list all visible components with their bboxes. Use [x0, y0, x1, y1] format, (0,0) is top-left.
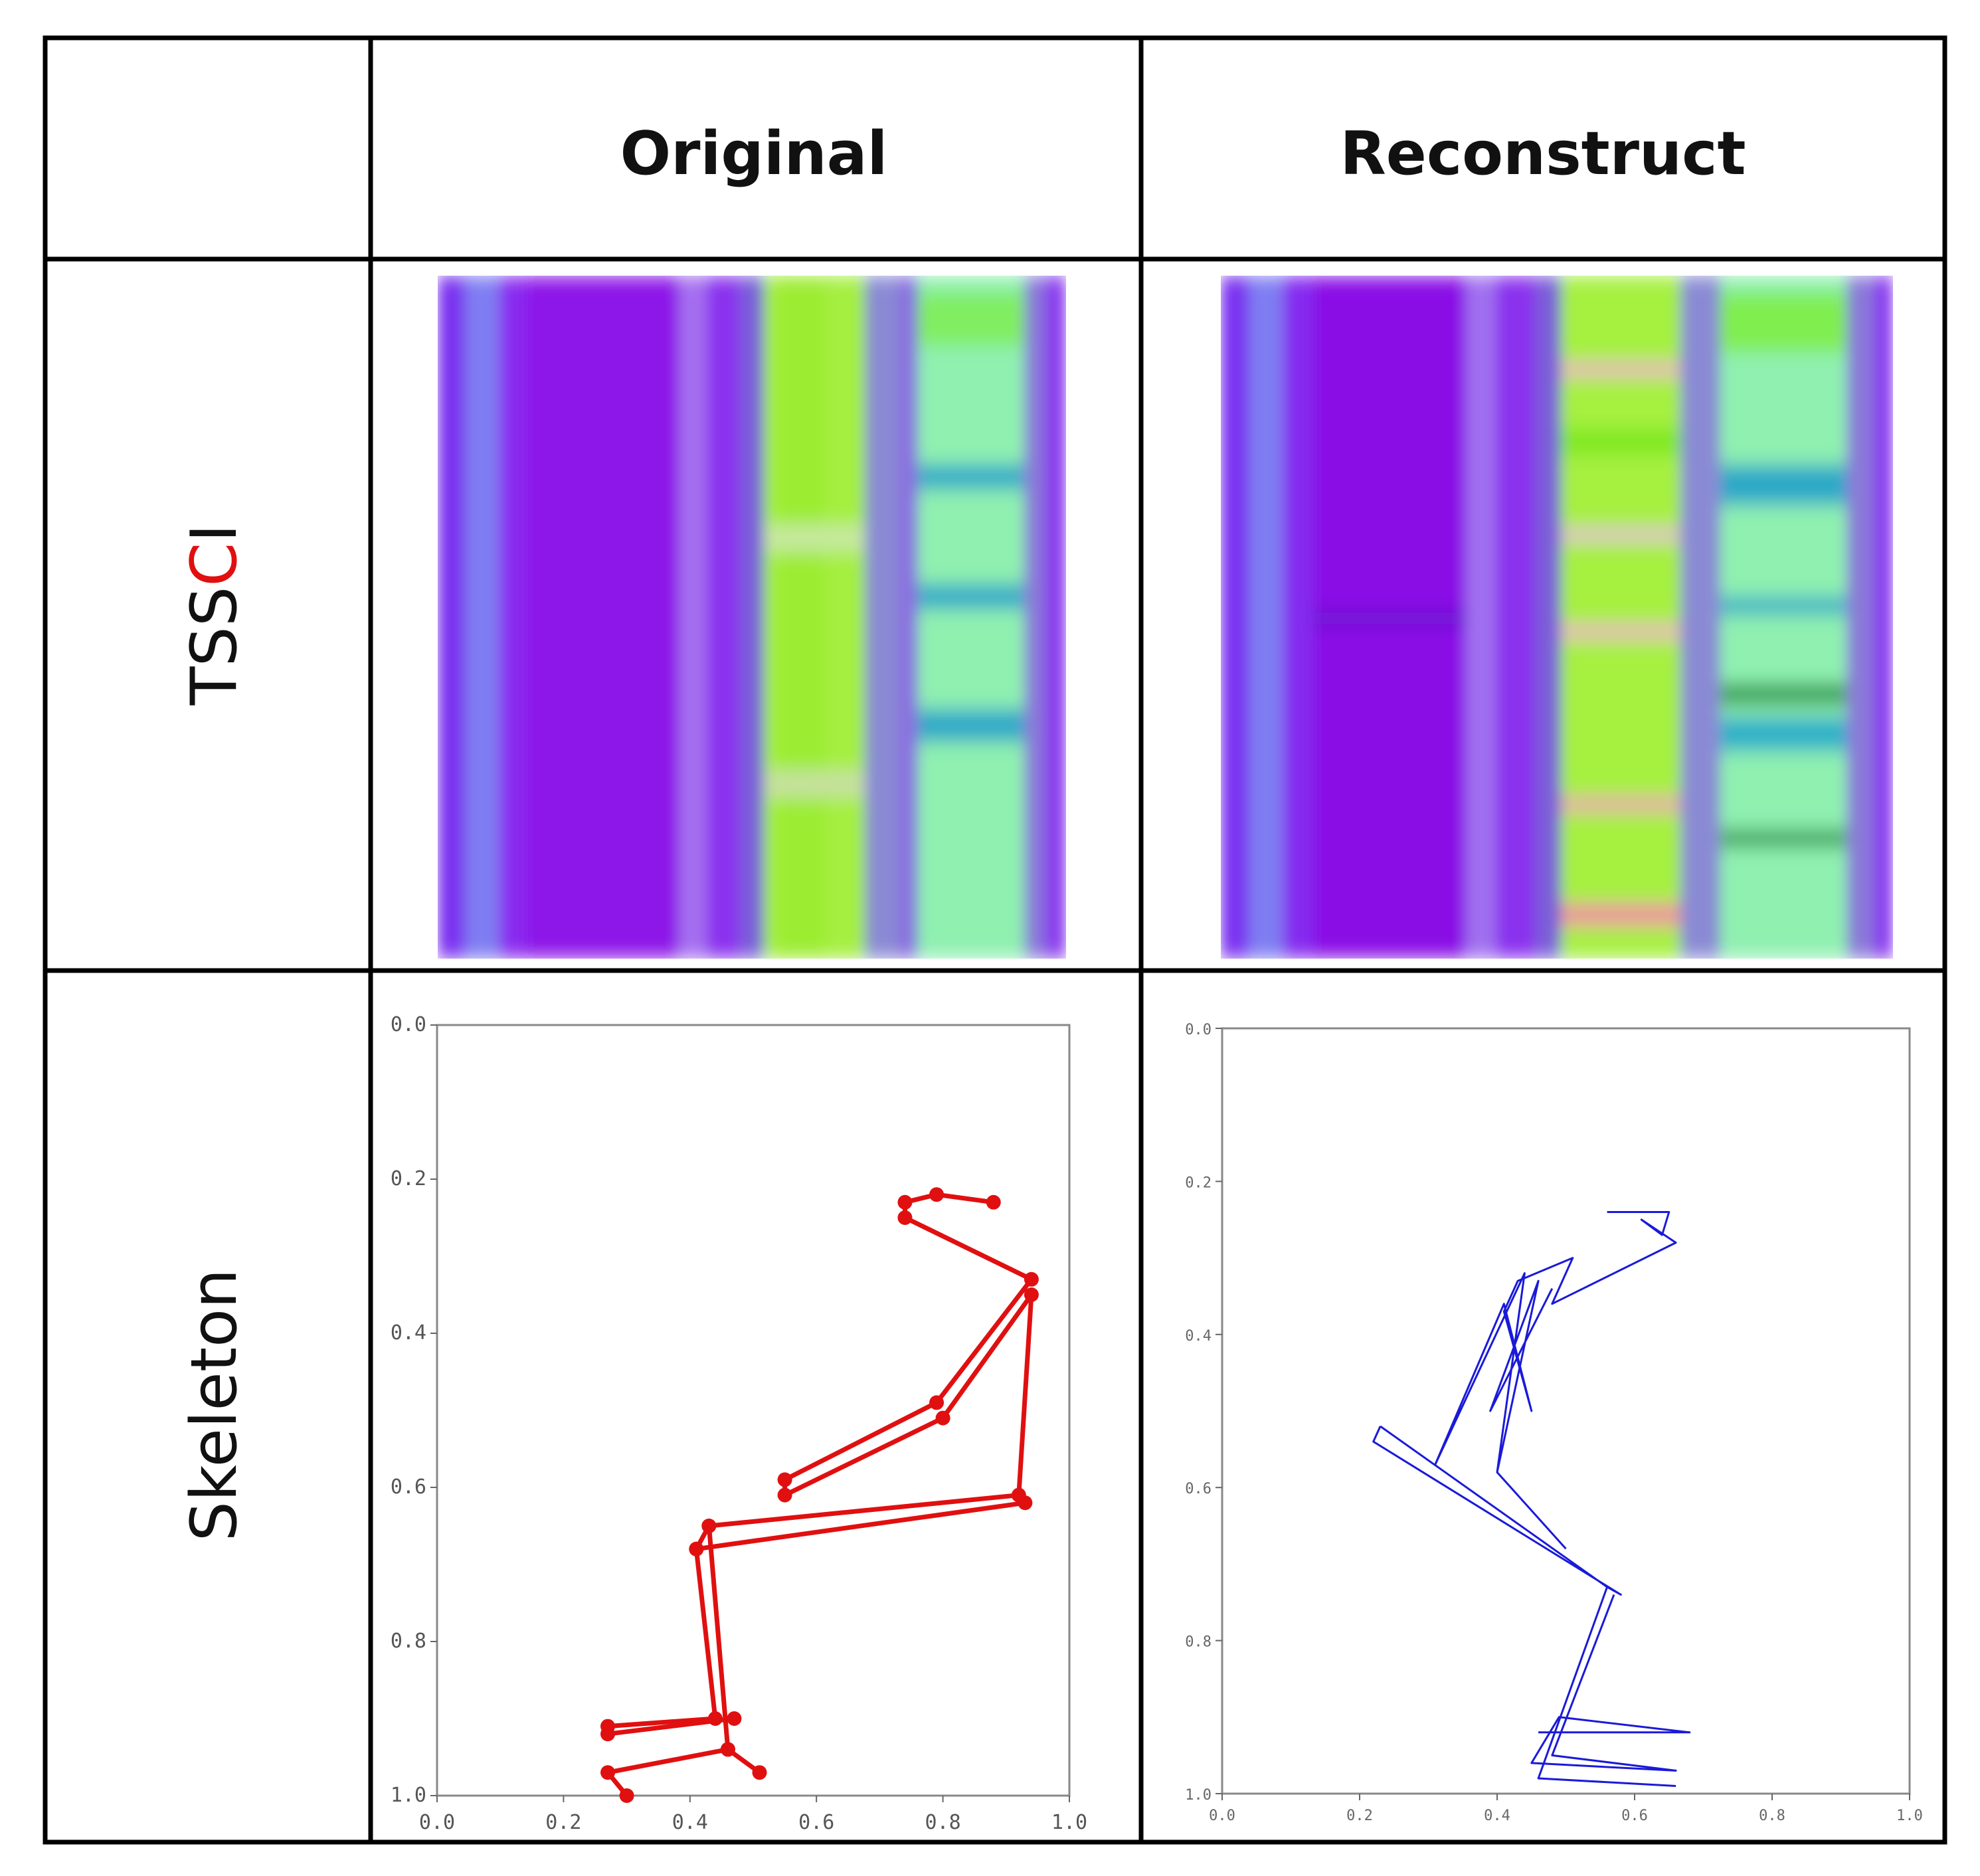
skeleton-joint — [1018, 1495, 1033, 1511]
plot-frame — [436, 1024, 1071, 1797]
y-tick-label: 0.8 — [1185, 1634, 1212, 1651]
skeleton-joint — [600, 1727, 616, 1742]
skeleton-joint — [1024, 1271, 1039, 1287]
tssci-reconstruct-image — [1221, 276, 1893, 959]
x-tick-label: 1.0 — [1896, 1808, 1923, 1824]
skeleton-joint — [720, 1742, 735, 1757]
skeleton-joint — [727, 1711, 742, 1726]
y-tick-label: 0.2 — [1185, 1174, 1212, 1191]
skeleton-plot-reconstruct: 0.0 0.2 0.4 0.6 0.8 1.0 0.0 0.2 0.4 0.6 0.8 1.0 — [1185, 1022, 1923, 1824]
x-tick-label: 0.4 — [672, 1811, 708, 1834]
skeleton-joint — [689, 1541, 704, 1556]
y-tick-label: 0.6 — [391, 1475, 426, 1499]
table-grid — [43, 35, 1947, 1845]
skeleton-limb-3 — [1530, 1594, 1691, 1772]
skeleton-joint — [897, 1194, 913, 1210]
skeleton-joint — [929, 1187, 945, 1202]
skeleton-joint — [707, 1711, 723, 1726]
x-tick-label: 0.4 — [1484, 1808, 1510, 1824]
y-tick-label: 0.6 — [1185, 1481, 1212, 1497]
skeleton-joint — [619, 1788, 634, 1803]
x-tick-label: 0.8 — [1759, 1808, 1785, 1824]
x-tick-label: 0.2 — [545, 1811, 581, 1834]
y-tick-label: 0.2 — [391, 1167, 426, 1190]
skeleton-plot-original: 0.0 0.2 0.4 0.6 0.8 1.0 0.0 0.2 0.4 0.6 0.8 1.0 — [391, 1013, 1087, 1834]
header-original: Original — [620, 119, 888, 189]
skeleton-joint — [929, 1395, 945, 1410]
row-label-skeleton: Skeleton — [178, 1269, 251, 1542]
row-label-tssci: TSSCI — [178, 523, 251, 705]
skeleton-joint — [777, 1487, 792, 1503]
y-tick-label: 0.0 — [1185, 1022, 1212, 1038]
skeleton-joint — [1024, 1287, 1039, 1302]
y-tick-label: 1.0 — [1185, 1787, 1212, 1804]
skeleton-limb-4 — [1537, 1586, 1676, 1787]
skeleton-joint — [600, 1765, 616, 1780]
skeleton-joint — [935, 1410, 950, 1426]
skeleton-joint — [752, 1765, 767, 1780]
header-reconstruct: Reconstruct — [1340, 119, 1746, 189]
x-tick-label: 1.0 — [1051, 1811, 1087, 1834]
skeleton-joint — [986, 1194, 1001, 1210]
skeleton-limb-0 — [1434, 1211, 1677, 1473]
skeleton-limb-2 — [605, 1525, 731, 1798]
y-tick-label: 1.0 — [391, 1784, 426, 1807]
y-tick-label: 0.0 — [391, 1013, 426, 1036]
x-tick-label: 0.0 — [419, 1811, 455, 1834]
skeleton-limb-1 — [1372, 1425, 1622, 1596]
plot-frame — [1221, 1027, 1911, 1795]
x-tick-label: 0.2 — [1346, 1808, 1373, 1824]
skeleton-joint — [777, 1472, 792, 1487]
x-tick-label: 0.6 — [798, 1811, 834, 1834]
y-tick-label: 0.8 — [391, 1630, 426, 1653]
skeleton-limb-2 — [1496, 1471, 1567, 1550]
skeleton-joint — [701, 1519, 717, 1533]
y-tick-label: 0.4 — [1185, 1328, 1212, 1345]
y-tick-label: 0.4 — [391, 1321, 426, 1345]
x-tick-label: 0.8 — [925, 1811, 961, 1834]
x-tick-label: 0.6 — [1621, 1808, 1648, 1824]
skeleton-joint — [897, 1210, 913, 1225]
tssci-original-image — [438, 276, 1066, 959]
x-tick-label: 0.0 — [1209, 1808, 1235, 1824]
